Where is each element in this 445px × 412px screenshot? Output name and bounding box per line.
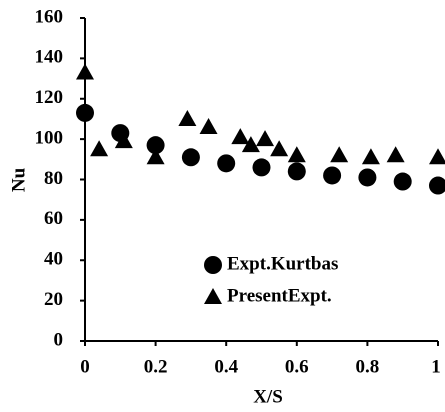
triangle-marker: [256, 130, 275, 147]
circle-marker: [393, 172, 412, 191]
triangle-marker: [76, 63, 94, 80]
y-tick-label: 160: [35, 6, 64, 27]
triangle-marker: [270, 140, 289, 157]
y-tick-label: 40: [44, 249, 63, 270]
triangle-marker: [231, 128, 250, 145]
x-tick-label: 0.2: [144, 356, 168, 377]
x-tick-label: 0.4: [214, 356, 238, 377]
triangle-marker: [287, 146, 306, 163]
x-tick-label: 0: [80, 356, 90, 377]
x-tick-label: 1: [431, 356, 441, 377]
triangle-marker: [199, 118, 218, 135]
y-tick-label: 80: [44, 168, 63, 189]
circle-marker: [217, 154, 236, 173]
y-axis-title: Nu: [8, 167, 29, 192]
x-tick-label: 0.8: [356, 356, 380, 377]
legend-label: PresentExpt.: [227, 285, 332, 306]
y-tick-label: 60: [44, 208, 63, 229]
circle-marker: [181, 148, 200, 167]
triangle-marker: [386, 146, 405, 163]
triangle-marker: [146, 148, 165, 165]
triangle-marker: [204, 288, 222, 304]
y-tick-label: 140: [35, 47, 64, 68]
y-tick-label: 20: [44, 289, 63, 310]
y-tick-label: 120: [35, 87, 64, 108]
triangle-marker: [429, 148, 445, 165]
circle-marker: [204, 256, 222, 274]
triangle-marker: [178, 109, 197, 126]
x-tick-label: 0.6: [285, 356, 309, 377]
triangle-marker: [114, 132, 133, 149]
legend-label: Expt.Kurtbas: [227, 253, 338, 274]
circle-marker: [323, 166, 342, 185]
triangle-marker: [241, 136, 260, 153]
circle-marker: [76, 103, 94, 122]
x-axis-title: X/S: [253, 386, 283, 407]
y-tick-label: 0: [54, 329, 64, 350]
y-tick-label: 100: [35, 127, 64, 148]
triangle-marker: [330, 146, 349, 163]
circle-marker: [429, 176, 445, 195]
triangle-marker: [361, 148, 380, 165]
circle-marker: [252, 158, 271, 177]
circle-marker: [146, 136, 165, 155]
circle-marker: [287, 162, 306, 181]
circle-marker: [358, 168, 377, 187]
triangle-marker: [90, 140, 109, 157]
